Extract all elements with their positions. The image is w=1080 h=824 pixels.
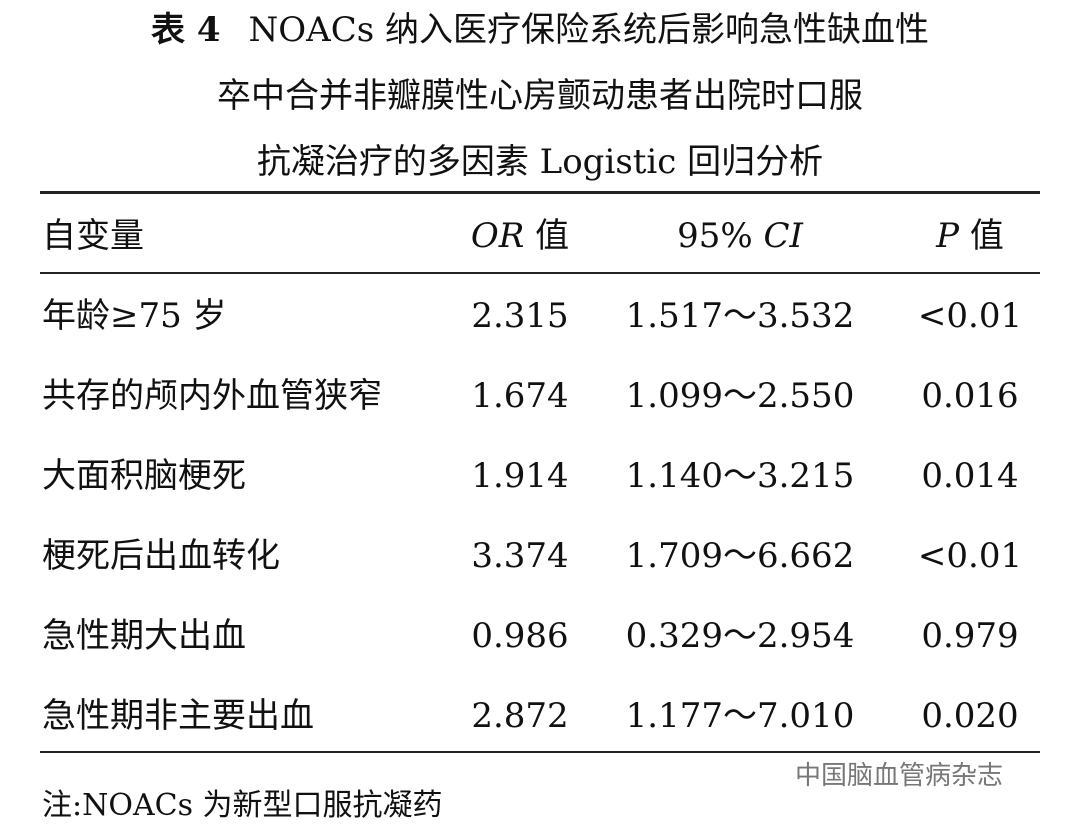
title-line: 表 4 NOACs 纳入医疗保险系统后影响急性缺血性: [0, 2, 1080, 51]
title-line: 卒中合并非瓣膜性心房颤动患者出院时口服: [217, 76, 863, 116]
table-label: 表 4: [151, 10, 221, 50]
table-cell: 0.986: [471, 616, 569, 656]
table-note: 注:NOACs 为新型口服抗凝药: [42, 788, 443, 823]
table-cell: 1.099～2.550: [625, 376, 855, 416]
table-cell: 2.872: [471, 696, 569, 736]
table-cell: 2.315: [471, 296, 569, 336]
header-text: 95%: [677, 216, 764, 256]
table-cell: 共存的颅内外血管狭窄: [42, 376, 382, 416]
header-cell: 95% CI: [605, 216, 875, 256]
table-cell: 0.329～2.954: [625, 616, 855, 656]
table-cell: 0.014: [921, 456, 1019, 496]
table-cell: <0.01: [917, 536, 1023, 576]
table-cell: <0.01: [917, 296, 1023, 336]
top-rule: [40, 191, 1040, 194]
table-cell: 年龄≥75 岁: [42, 296, 227, 336]
header-cell: 自变量: [42, 216, 144, 256]
table-cell: 1.709～6.662: [625, 536, 855, 576]
header-cell: P 值: [880, 216, 1060, 256]
title-text: NOACs 纳入医疗保险系统后影响急性缺血性: [248, 10, 929, 50]
header-text: 值: [524, 216, 570, 256]
table-cell: 1.140～3.215: [625, 456, 855, 496]
header-cell: OR 值: [430, 216, 610, 256]
table-cell: 0.020: [921, 696, 1019, 736]
header-text: P: [936, 216, 960, 256]
header-text: 自变量: [42, 216, 144, 256]
header-text: 值: [959, 216, 1004, 256]
header-rule: [40, 272, 1040, 274]
bottom-rule: [40, 751, 1040, 753]
header-text: CI: [763, 216, 803, 256]
table-cell: 0.979: [921, 616, 1019, 656]
header-text: OR: [470, 216, 525, 256]
table-cell: 大面积脑梗死: [42, 456, 246, 496]
table-cell: 1.914: [471, 456, 569, 496]
title-line: 抗凝治疗的多因素 Logistic 回归分析: [256, 142, 824, 182]
table-cell: 梗死后出血转化: [42, 536, 280, 576]
table-cell: 3.374: [471, 536, 569, 576]
table-cell: 1.517～3.532: [625, 296, 855, 336]
table-cell: 急性期大出血: [42, 616, 246, 656]
table-cell: 0.016: [921, 376, 1019, 416]
table-cell: 急性期非主要出血: [42, 696, 314, 736]
table-cell: 1.674: [471, 376, 569, 416]
table-cell: 1.177～7.010: [625, 696, 855, 736]
watermark: 中国脑血管病杂志: [795, 761, 1004, 791]
